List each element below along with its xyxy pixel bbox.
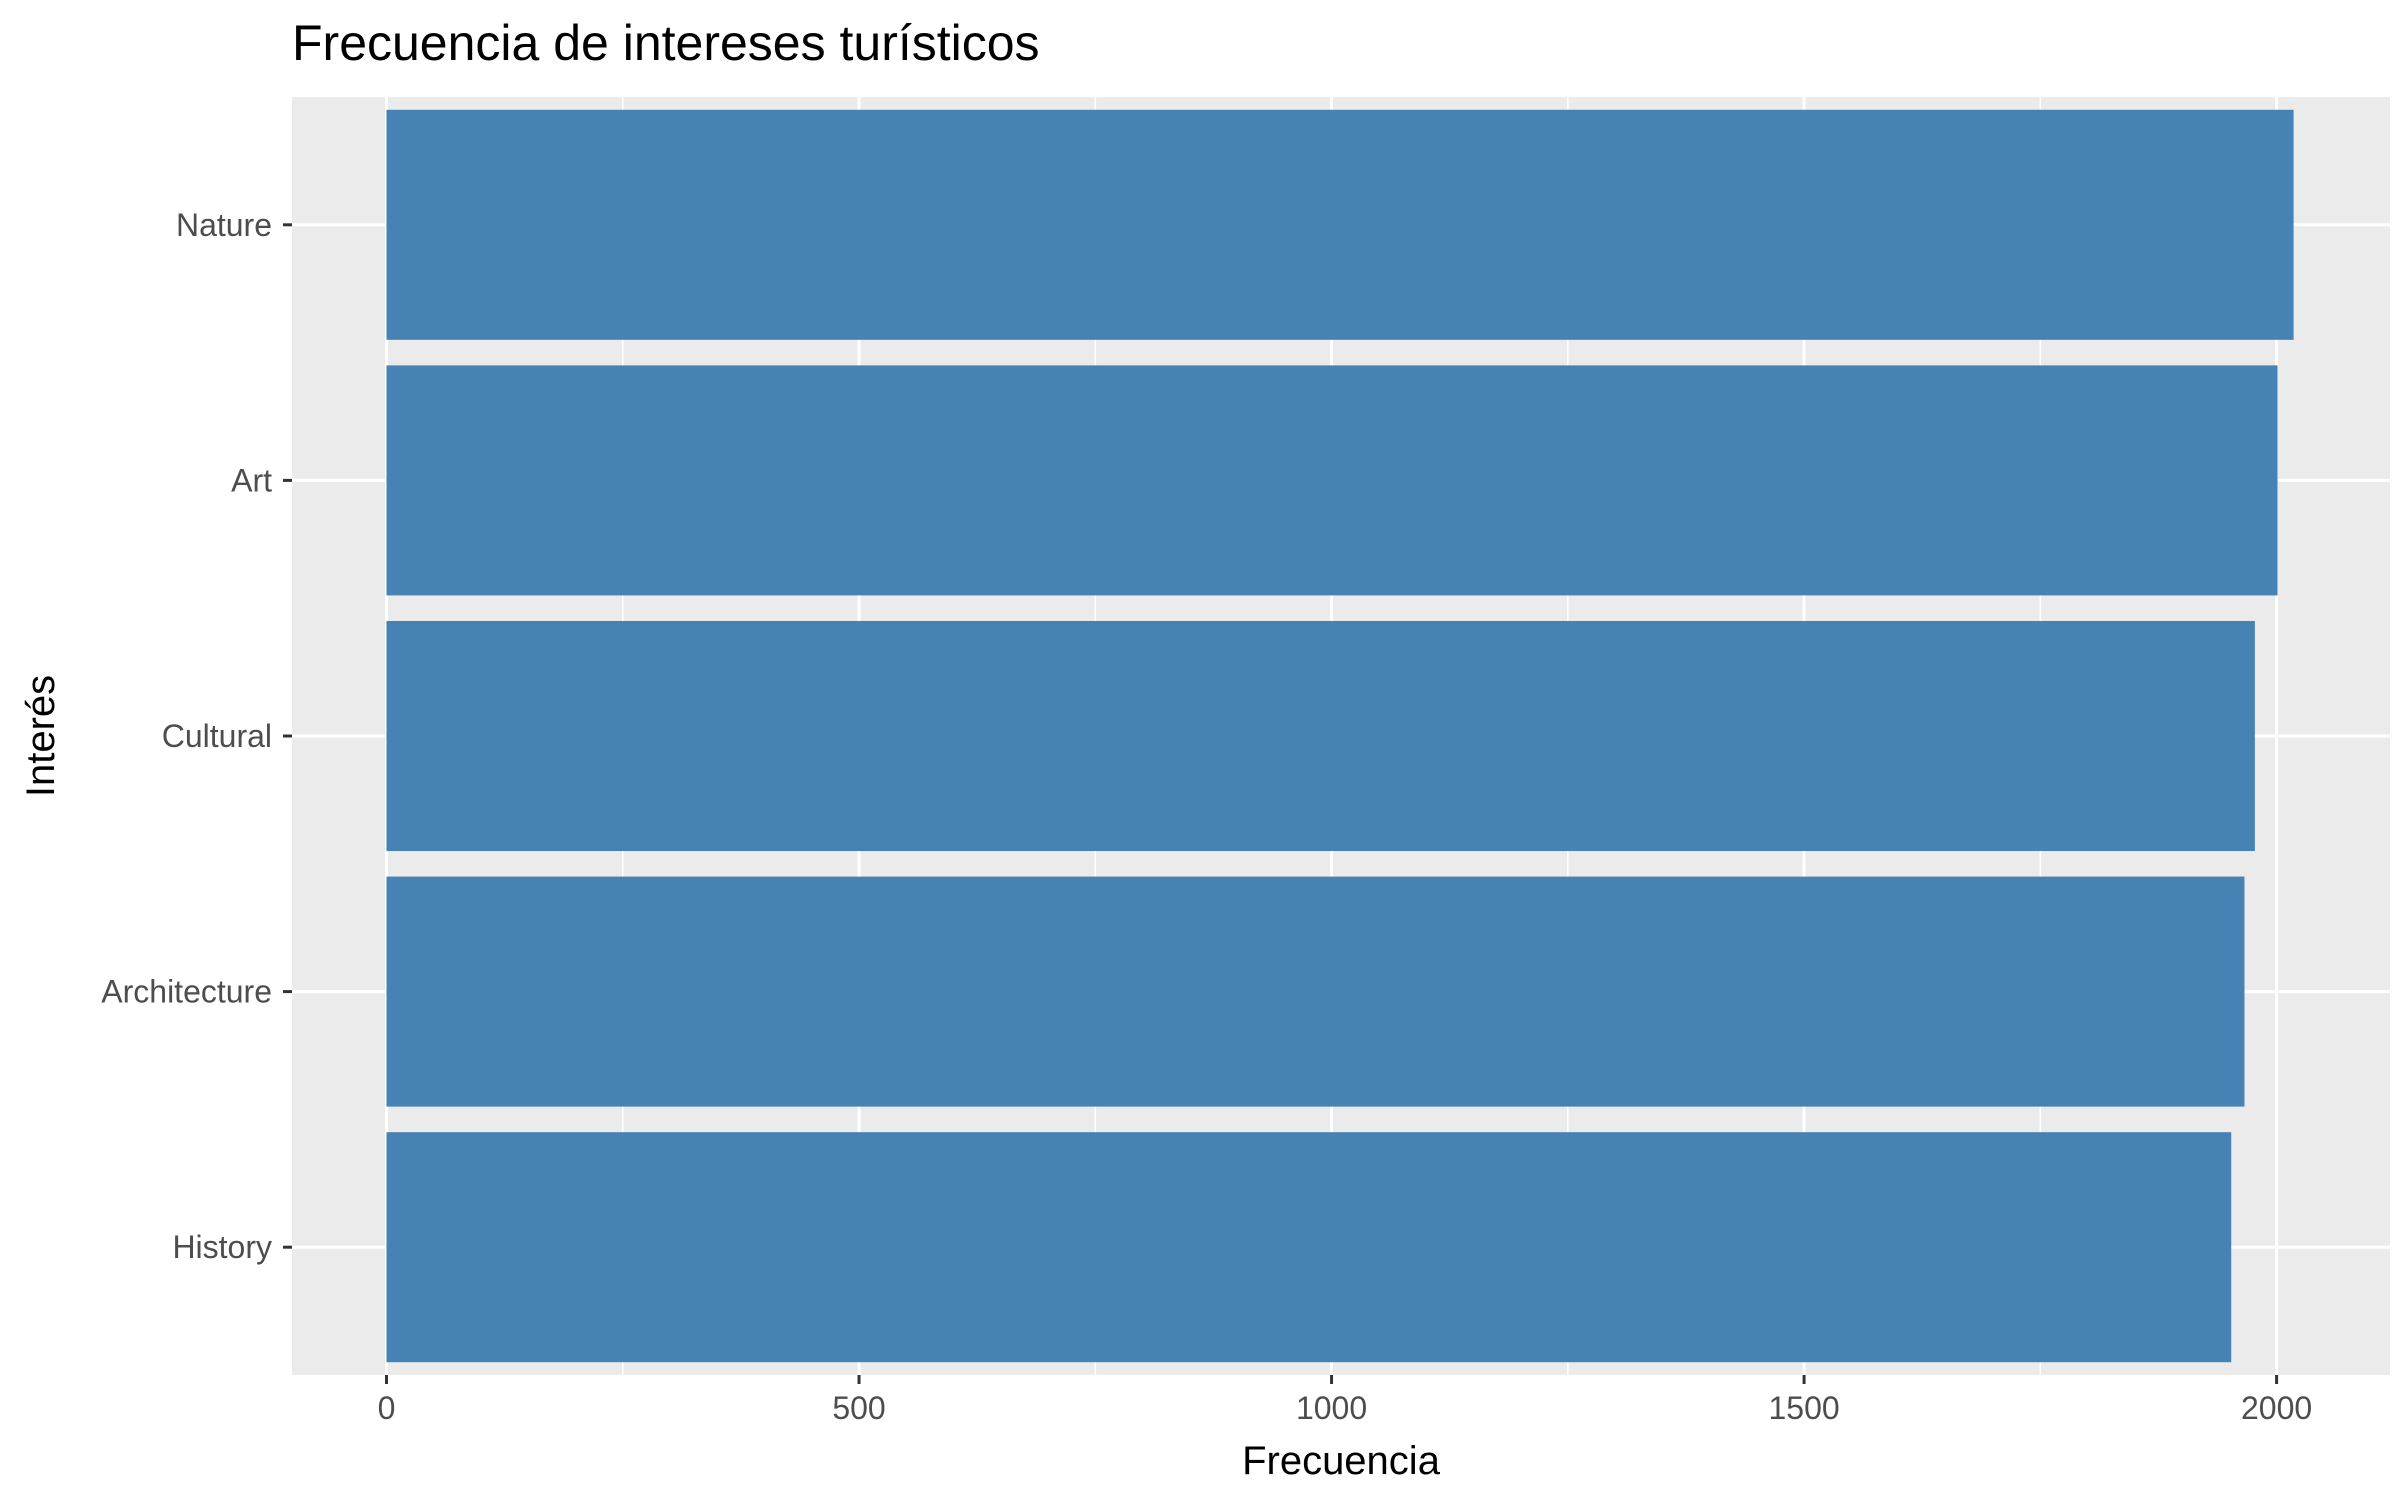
y-tick-label: History — [172, 1229, 272, 1265]
x-axis: 0 500 1000 1500 2000 — [378, 1375, 2312, 1426]
x-axis-title: Frecuencia — [1242, 1439, 1441, 1483]
bar-history — [386, 1132, 2232, 1363]
x-tick-label: 2000 — [2241, 1390, 2312, 1426]
x-tick-label: 1000 — [1296, 1390, 1367, 1426]
x-tick-label: 500 — [832, 1390, 885, 1426]
y-tick-label: Cultural — [162, 718, 272, 754]
bar-architecture — [386, 876, 2245, 1107]
y-axis-title: Interés — [19, 675, 63, 797]
x-tick-label: 0 — [378, 1390, 396, 1426]
y-axis: Nature Art Cultural Architecture History — [101, 207, 292, 1265]
y-tick-label: Architecture — [101, 974, 272, 1010]
bars — [386, 109, 2294, 1363]
y-tick-label: Nature — [176, 207, 272, 243]
chart-title: Frecuencia de intereses turísticos — [292, 15, 1040, 71]
x-tick-label: 1500 — [1768, 1390, 1839, 1426]
bar-nature — [386, 109, 2294, 340]
y-tick-label: Art — [231, 462, 272, 498]
bar-cultural — [386, 620, 2255, 852]
bar-art — [386, 365, 2278, 596]
